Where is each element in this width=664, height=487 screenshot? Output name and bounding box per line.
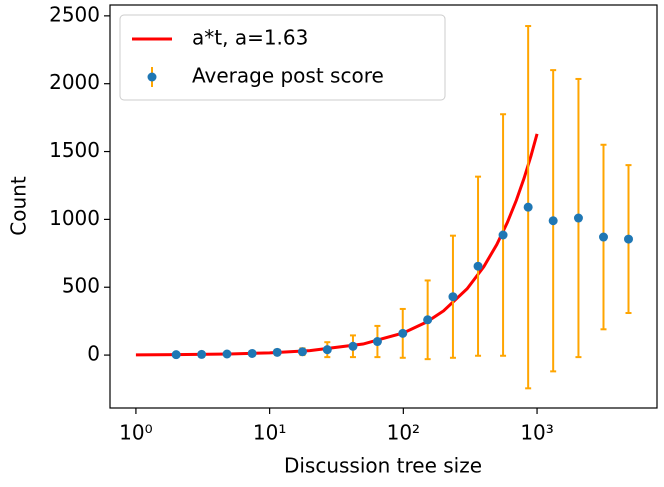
point: [498, 230, 508, 240]
x-tick-label: 10³: [520, 421, 553, 445]
plot-frame: [109, 4, 658, 409]
y-tick-label: 1000: [49, 206, 100, 230]
legend-box: [119, 14, 446, 101]
y-tick-label: 2500: [49, 2, 100, 26]
point: [197, 349, 207, 359]
x-tick-label: 10⁰: [119, 421, 152, 445]
point: [398, 328, 408, 338]
x-tick-label: 10¹: [253, 421, 286, 445]
legend-label: Average post score: [192, 64, 384, 88]
legend-label: a*t, a=1.63: [192, 26, 308, 50]
y-tick-label: 0: [87, 342, 100, 366]
y-axis-label: Count: [7, 176, 31, 236]
point: [523, 202, 533, 212]
point: [348, 341, 358, 351]
point: [322, 345, 332, 355]
point: [423, 315, 433, 325]
x-tick-label: 10²: [387, 421, 420, 445]
point: [247, 348, 257, 358]
point: [171, 350, 181, 360]
point: [448, 292, 458, 302]
point: [573, 213, 583, 223]
point: [598, 232, 608, 242]
point: [548, 216, 558, 226]
y-tick-label: 2000: [49, 70, 100, 94]
fit-line: [135, 133, 539, 357]
point: [372, 337, 382, 347]
y-tick-label: 1500: [49, 138, 100, 162]
legend-swatch: [147, 72, 157, 82]
point: [297, 347, 307, 357]
y-tick-label: 500: [62, 274, 100, 298]
x-axis-label: Discussion tree size: [284, 454, 482, 478]
point: [222, 349, 232, 359]
point: [624, 234, 634, 244]
point: [473, 261, 483, 271]
point: [272, 347, 282, 357]
